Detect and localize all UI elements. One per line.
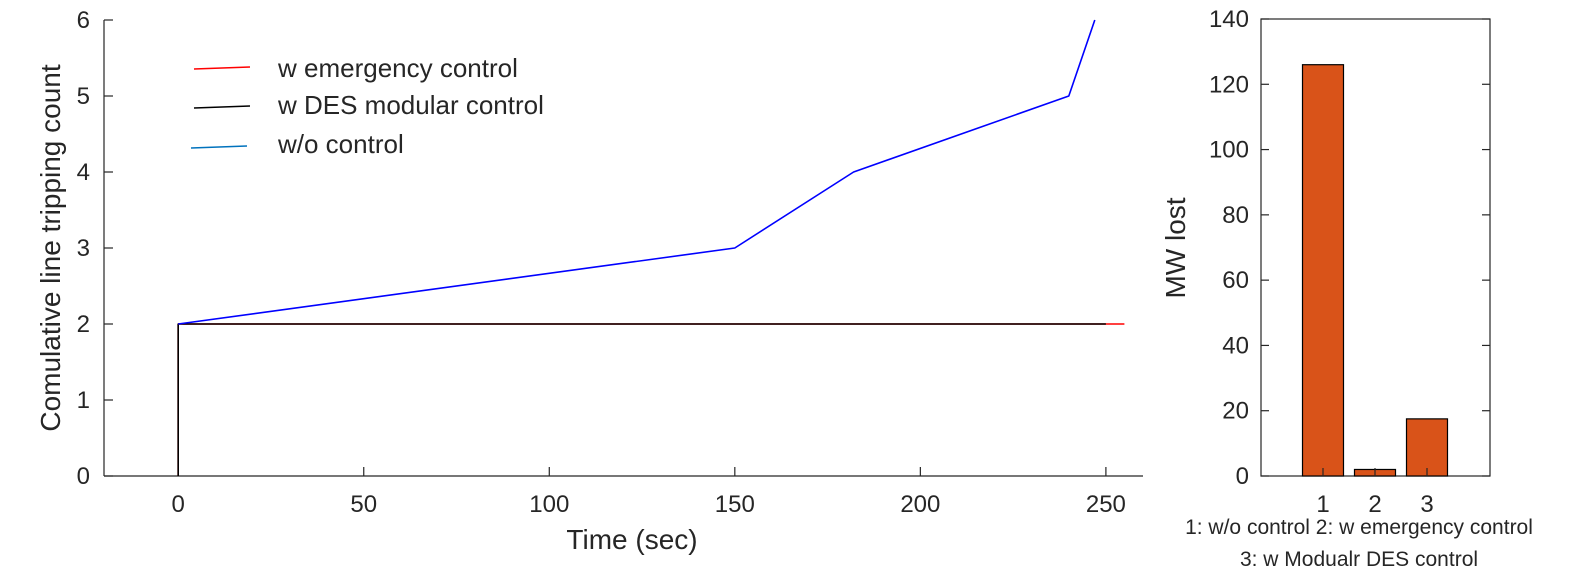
bar-3 (1405, 418, 1449, 477)
line-chart-x-ticks: 0 50 100 150 200 250 (172, 467, 1126, 518)
legend-swatch-emergency (193, 66, 251, 70)
bar-y-tick-label: 40 (1222, 332, 1249, 359)
y-tick-label: 2 (77, 311, 90, 338)
legend-swatch-des-modular (193, 105, 251, 109)
x-tick-label: 250 (1086, 491, 1126, 518)
bar-y-tick-label: 60 (1222, 267, 1249, 294)
x-tick-label: 100 (529, 491, 569, 518)
bar-chart-y-ticks: 0 20 40 60 80 100 120 140 (1209, 6, 1490, 490)
legend-label-des-modular: w DES modular control (277, 90, 544, 120)
y-tick-label: 5 (77, 83, 90, 110)
bar-y-tick-label: 100 (1209, 137, 1249, 164)
bar-y-tick-label: 140 (1209, 6, 1249, 33)
bar-chart: 0 20 40 60 80 100 120 140 1 2 3 MW lost 1: w/o co… (1160, 6, 1533, 571)
bar-y-tick-label: 120 (1209, 71, 1249, 98)
bar-y-tick-label: 0 (1236, 463, 1249, 490)
bar-x-tick-label: 1 (1316, 491, 1329, 518)
legend-label-without-control: w/o control (277, 129, 404, 159)
x-tick-label: 200 (900, 491, 940, 518)
line-chart-y-ticks: 0 1 2 3 4 5 6 (77, 7, 113, 490)
bar-y-tick-label: 80 (1222, 202, 1249, 229)
series-line-emergency (177, 323, 1125, 476)
line-chart-x-axis-label: Time (sec) (566, 524, 697, 555)
x-tick-label: 0 (172, 491, 185, 518)
bar-1 (1301, 64, 1345, 477)
bar-x-tick-label: 2 (1368, 491, 1381, 518)
y-tick-label: 4 (77, 159, 90, 186)
bar-x-tick-label: 3 (1420, 491, 1433, 518)
bar-chart-y-axis-label: MW lost (1160, 197, 1191, 298)
bar-y-tick-label: 20 (1222, 398, 1249, 425)
line-chart-legend: w emergency control w DES modular contro… (190, 53, 544, 159)
legend-label-emergency: w emergency control (277, 53, 518, 83)
line-chart: 0 50 100 150 200 250 0 1 2 3 4 5 6 Time (sec) Comul… (35, 7, 1143, 555)
x-tick-label: 50 (350, 491, 377, 518)
series-line-without-control (178, 19, 1096, 325)
y-tick-label: 3 (77, 235, 90, 262)
bar-chart-plot-box (1260, 18, 1491, 477)
y-tick-label: 1 (77, 387, 90, 414)
line-chart-y-axis-label: Comulative line tripping count (35, 64, 66, 432)
line-chart-series (177, 19, 1125, 476)
x-tick-label: 150 (715, 491, 755, 518)
bar-chart-caption-line-2: 3: w Modualr DES control (1240, 548, 1478, 571)
bar-chart-bars (1301, 64, 1449, 477)
y-tick-label: 0 (77, 463, 90, 490)
y-tick-label: 6 (77, 7, 90, 34)
bar-chart-x-ticks: 1 2 3 (1316, 468, 1434, 518)
series-line-des-modular (177, 323, 1106, 476)
bar-chart-caption-line-1: 1: w/o control 2: w emergency control (1185, 516, 1533, 539)
legend-swatch-without-control (190, 145, 248, 149)
